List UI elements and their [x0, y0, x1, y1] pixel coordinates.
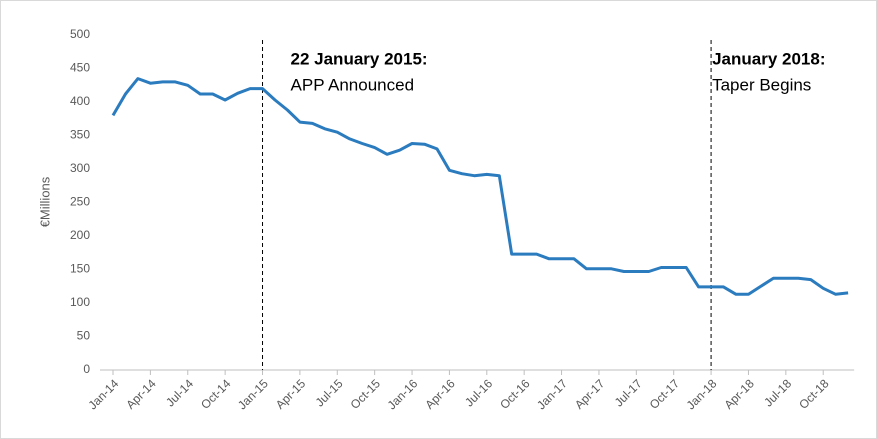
data-line	[111, 77, 849, 296]
x-tick-label: Oct-16	[497, 376, 533, 412]
y-tick-label: 200	[70, 228, 90, 242]
x-tick-label: Apr-15	[273, 376, 309, 412]
x-tick-label: Jul-15	[313, 376, 346, 409]
x-tick-label: Jan-17	[534, 376, 570, 412]
annotation-text: Taper Begins	[712, 75, 811, 94]
x-tick-label: Jan-18	[684, 376, 720, 412]
x-tick-label: Apr-16	[422, 376, 458, 412]
annotation-text: APP Announced	[291, 75, 415, 94]
y-tick-label: 50	[77, 329, 91, 343]
y-tick-label: 0	[83, 362, 90, 376]
x-tick-label: Oct-14	[198, 376, 234, 412]
y-tick-label: 400	[70, 94, 90, 108]
x-tick-label: Apr-14	[123, 376, 159, 412]
x-tick-label: Jul-17	[612, 376, 645, 409]
x-tick-label: Jan-15	[235, 376, 271, 412]
y-tick-label: 250	[70, 195, 90, 209]
y-tick-label: 350	[70, 128, 90, 142]
x-tick-label: Apr-17	[572, 376, 608, 412]
y-tick-label: 300	[70, 161, 90, 175]
x-tick-label: Oct-18	[796, 376, 832, 412]
x-tick-label: Oct-17	[647, 376, 683, 412]
annotation-title: January 2018:	[712, 49, 825, 68]
y-tick-label: 150	[70, 262, 90, 276]
y-tick-label: 450	[70, 61, 90, 75]
x-tick-label: Jul-16	[462, 376, 495, 409]
y-tick-label: 500	[70, 27, 90, 41]
x-tick-label: Jul-18	[761, 376, 794, 409]
y-axis-title: €Millions	[37, 176, 52, 227]
x-tick-label: Jul-14	[163, 376, 196, 409]
x-tick-label: Jan-14	[86, 376, 122, 412]
x-tick-label: Apr-18	[721, 376, 757, 412]
x-tick-label: Jan-16	[385, 376, 421, 412]
y-tick-label: 100	[70, 295, 90, 309]
x-tick-label: Oct-15	[348, 376, 384, 412]
annotation-title: 22 January 2015:	[291, 49, 428, 68]
